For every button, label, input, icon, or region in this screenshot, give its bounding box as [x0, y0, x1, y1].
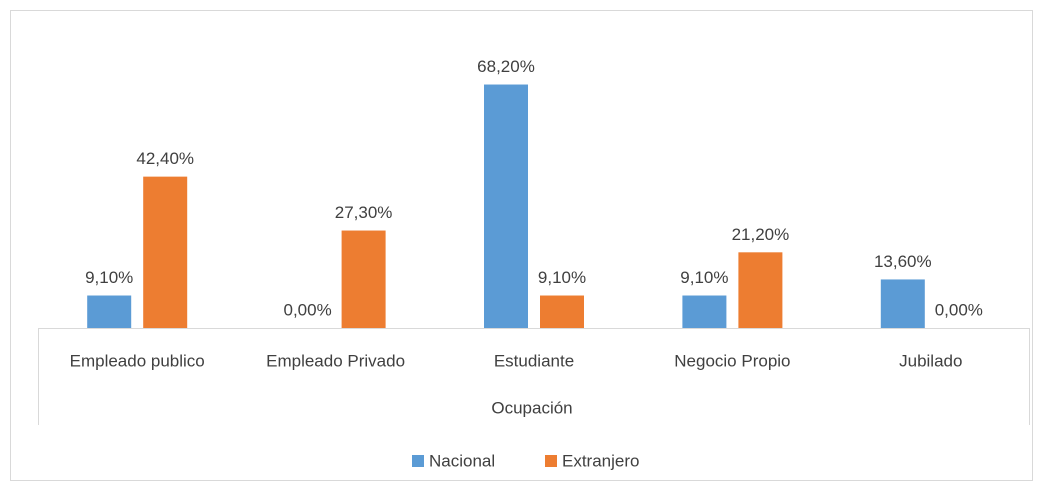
bar	[540, 295, 584, 328]
data-label: 9,10%	[680, 268, 728, 287]
bar	[682, 295, 727, 328]
bar	[341, 230, 386, 328]
legend-label: Extranjero	[562, 451, 639, 470]
legend-swatch	[412, 455, 424, 467]
data-label: 13,60%	[874, 252, 932, 271]
data-label: 0,00%	[935, 300, 983, 319]
bar	[143, 176, 188, 328]
legend-swatch	[545, 455, 557, 467]
x-tick-label: Negocio Propio	[674, 351, 790, 370]
bar	[880, 279, 925, 328]
data-label: 21,20%	[732, 225, 790, 244]
data-label: 0,00%	[283, 300, 331, 319]
bar	[87, 295, 132, 328]
bar	[484, 84, 528, 328]
legend-label: Nacional	[429, 451, 495, 470]
data-label: 68,20%	[477, 57, 535, 76]
x-tick-label: Empleado publico	[70, 351, 205, 370]
data-label: 9,10%	[538, 268, 586, 287]
x-tick-label: Jubilado	[899, 351, 962, 370]
bar	[738, 252, 783, 328]
x-axis-title: Ocupación	[491, 398, 572, 417]
x-tick-label: Empleado Privado	[266, 351, 405, 370]
data-label: 9,10%	[85, 268, 133, 287]
data-label: 42,40%	[136, 149, 194, 168]
x-tick-label: Estudiante	[494, 351, 574, 370]
data-label: 27,30%	[335, 203, 393, 222]
